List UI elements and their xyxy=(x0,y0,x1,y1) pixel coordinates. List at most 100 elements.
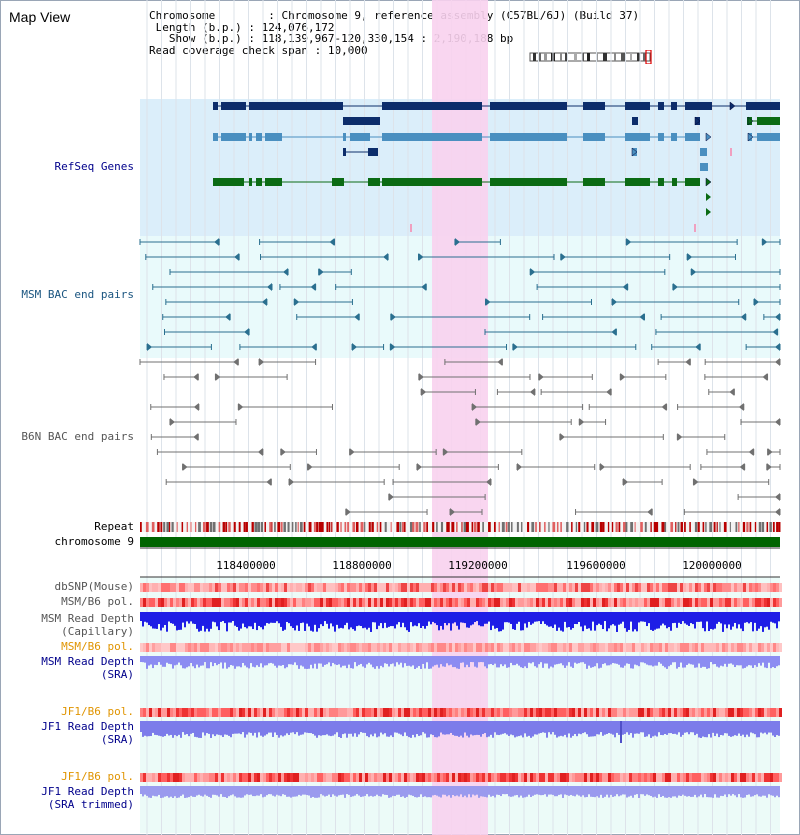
depth-bar xyxy=(342,612,344,629)
axis-tick-label: 119200000 xyxy=(448,559,508,572)
heat-cell xyxy=(656,643,659,652)
bac-end-arrow xyxy=(538,373,544,381)
heat-cell xyxy=(689,583,692,592)
bac-end-arrow xyxy=(283,268,289,276)
depth-bar xyxy=(152,786,154,796)
depth-bar xyxy=(236,656,238,667)
heat-cell xyxy=(536,598,539,607)
depth-bar xyxy=(736,786,738,798)
heat-cell xyxy=(536,583,539,592)
track-label-msm-bac[interactable]: MSM BAC end pairs xyxy=(21,288,134,301)
bac-end-arrow xyxy=(475,418,481,426)
heat-cell xyxy=(173,708,176,717)
depth-bar xyxy=(188,612,190,624)
depth-bar xyxy=(182,656,184,669)
heat-cell xyxy=(227,708,230,717)
heat-cell xyxy=(647,598,650,607)
depth-bar xyxy=(594,721,596,737)
heat-cell xyxy=(764,708,767,717)
repeat-element xyxy=(595,522,599,532)
heat-cell xyxy=(701,598,704,607)
repeat-element xyxy=(625,522,628,532)
gene-exon xyxy=(213,102,218,110)
depth-bar xyxy=(454,786,456,797)
depth-bar xyxy=(310,721,312,734)
heat-cell xyxy=(398,773,401,782)
depth-bar xyxy=(418,721,420,736)
depth-bar xyxy=(718,786,720,798)
depth-bar xyxy=(328,612,330,629)
depth-bar xyxy=(734,786,736,796)
track-label-b6n-bac[interactable]: B6N BAC end pairs xyxy=(21,430,134,443)
heat-cell xyxy=(173,773,176,782)
depth-bar xyxy=(384,656,386,664)
depth-bar xyxy=(390,786,392,798)
repeat-element xyxy=(661,522,665,532)
depth-bar xyxy=(576,786,578,795)
heat-cell xyxy=(368,598,371,607)
heat-cell xyxy=(239,598,242,607)
depth-bar xyxy=(382,612,384,629)
repeat-element xyxy=(368,522,371,532)
depth-bar xyxy=(616,612,618,632)
heat-cell xyxy=(569,583,572,592)
depth-bar xyxy=(308,612,310,627)
heat-cell xyxy=(353,598,356,607)
heat-cell xyxy=(698,708,701,717)
msm-bac-end-pairs[interactable] xyxy=(139,238,781,351)
depth-bar xyxy=(144,612,146,622)
depth-bar xyxy=(336,612,338,625)
repeat-element xyxy=(166,522,169,532)
depth-bar xyxy=(520,656,522,668)
depth-bar xyxy=(376,612,378,630)
depth-bar xyxy=(428,786,430,798)
depth-bar xyxy=(558,786,560,795)
depth-bar xyxy=(340,656,342,668)
repeat-element xyxy=(168,522,171,532)
depth-bar xyxy=(272,656,274,664)
heat-cell xyxy=(596,773,599,782)
gene-exon xyxy=(685,178,700,186)
heat-cell xyxy=(209,773,212,782)
bac-end-arrow xyxy=(672,283,678,291)
depth-bar xyxy=(200,721,202,738)
repeat-element xyxy=(194,522,197,532)
depth-bar xyxy=(702,656,704,667)
heat-cell xyxy=(716,708,719,717)
depth-bar xyxy=(200,786,202,796)
heat-cell xyxy=(341,643,344,652)
depth-bar xyxy=(208,721,210,734)
depth-bar xyxy=(414,612,416,626)
depth-bar xyxy=(458,656,460,669)
bac-end-arrow xyxy=(169,418,175,426)
depth-bar xyxy=(220,721,222,736)
repeat-element xyxy=(548,522,550,532)
refseq-gene-models[interactable] xyxy=(213,101,780,232)
track-label-refseq-genes[interactable]: RefSeq Genes xyxy=(54,160,134,173)
depth-bar xyxy=(604,721,606,735)
heat-cell xyxy=(692,773,695,782)
heat-cell xyxy=(608,708,611,717)
heat-cell xyxy=(383,598,386,607)
repeat-element xyxy=(313,522,316,532)
depth-bar xyxy=(770,786,772,796)
heat-cell xyxy=(614,773,617,782)
depth-bar xyxy=(240,656,242,668)
heat-cell xyxy=(653,583,656,592)
depth-bar xyxy=(384,786,386,795)
repeat-element xyxy=(611,522,614,532)
b6n-bac-end-pairs[interactable] xyxy=(139,358,781,516)
heat-cell xyxy=(410,643,413,652)
heat-cell xyxy=(566,583,569,592)
depth-bar xyxy=(552,656,554,668)
depth-bar xyxy=(254,656,256,668)
heat-cell xyxy=(335,598,338,607)
heat-cell xyxy=(629,773,632,782)
heat-cell xyxy=(752,583,755,592)
depth-bar xyxy=(320,721,322,736)
depth-bar xyxy=(596,612,598,626)
depth-bar xyxy=(438,612,440,631)
repeat-element xyxy=(225,522,228,532)
heat-cell xyxy=(227,643,230,652)
heat-cell xyxy=(206,773,209,782)
